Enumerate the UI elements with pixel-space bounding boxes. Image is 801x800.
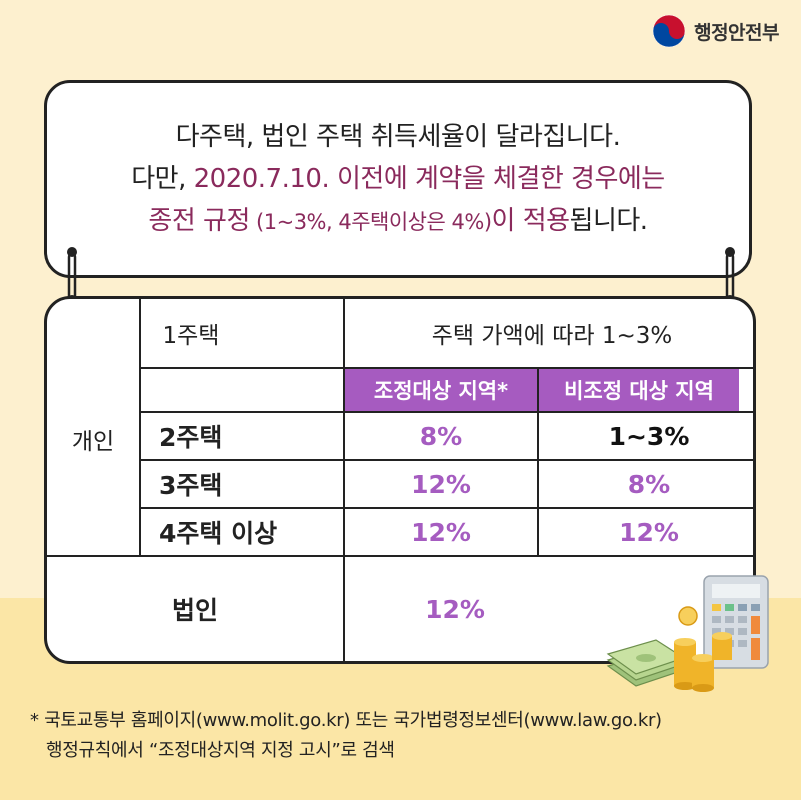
footnote-line-2: 행정규칙에서 “조정대상지역 지정 고시”로 검색 xyxy=(46,740,395,761)
one-house-label: 1주택 xyxy=(162,323,220,349)
row-label-2: 2주택 xyxy=(159,423,223,452)
header-non-adjusted-area: 비조정 대상 지역 xyxy=(539,369,739,411)
rate-4-non-adjusted: 12% xyxy=(619,517,679,547)
grid-line xyxy=(139,367,753,369)
tax-rate-table: 개인 1주택 주택 가액에 따라 1~3% 조정대상 지역* 비조정 대상 지역… xyxy=(44,296,756,664)
notice-line-3-b: (1~3%, 4주택이상은 4%) xyxy=(249,209,492,234)
grid-line xyxy=(537,367,539,555)
coin-stack-icon xyxy=(674,606,732,692)
corporate-label: 법인 xyxy=(171,596,218,625)
one-house-rate: 주택 가액에 따라 1~3% xyxy=(431,323,673,349)
grid-line xyxy=(47,555,753,557)
footnote: * 국토교통부 홈페이지(www.molit.go.kr) 또는 국가법령정보센… xyxy=(30,706,790,766)
notice-line-2-highlight: 2020.7.10. 이전에 계약을 체결한 경우에는 xyxy=(193,163,666,194)
grid-line xyxy=(139,299,141,555)
individual-label: 개인 xyxy=(71,429,115,455)
notice-line-3: 종전 규정 (1~3%, 4주택이상은 4%)이 적용됩니다. xyxy=(148,200,649,243)
rate-3-adjusted: 12% xyxy=(411,469,471,499)
rate-2-non-adjusted: 1~3% xyxy=(608,421,690,451)
notice-line-2-prefix: 다만, xyxy=(131,163,194,194)
notice-board: 다주택, 법인 주택 취득세율이 달라집니다. 다만, 2020.7.10. 이… xyxy=(44,80,752,278)
row-label-4: 4주택 이상 xyxy=(159,519,278,548)
money-calculator-illustration xyxy=(606,575,769,692)
rate-3-non-adjusted: 8% xyxy=(627,469,671,499)
notice-line-1: 다주택, 법인 주택 취득세율이 달라집니다. xyxy=(175,121,621,152)
ministry-logo: 행정안전부 xyxy=(652,14,779,48)
rate-4-adjusted: 12% xyxy=(411,517,471,547)
cash-stack-icon xyxy=(606,639,686,687)
taegeuk-emblem-icon xyxy=(652,14,686,48)
corporate-rate: 12% xyxy=(425,594,485,624)
notice-line-3-a: 종전 규정 xyxy=(148,205,250,236)
row-label-3: 3주택 xyxy=(159,471,223,500)
grid-line xyxy=(139,459,753,461)
notice-line-2: 다만, 2020.7.10. 이전에 계약을 체결한 경우에는 xyxy=(131,158,666,200)
header-adjusted-area: 조정대상 지역* xyxy=(345,369,537,411)
ministry-name: 행정안전부 xyxy=(694,21,779,44)
footnote-line-1: * 국토교통부 홈페이지(www.molit.go.kr) 또는 국가법령정보센… xyxy=(30,710,662,731)
notice-line-3-c: 이 적용 xyxy=(491,205,571,236)
grid-line xyxy=(139,411,753,413)
grid-line xyxy=(139,507,753,509)
rate-2-adjusted: 8% xyxy=(419,421,463,451)
grid-line xyxy=(343,299,345,661)
notice-line-3-d: 됩니다. xyxy=(569,205,649,236)
